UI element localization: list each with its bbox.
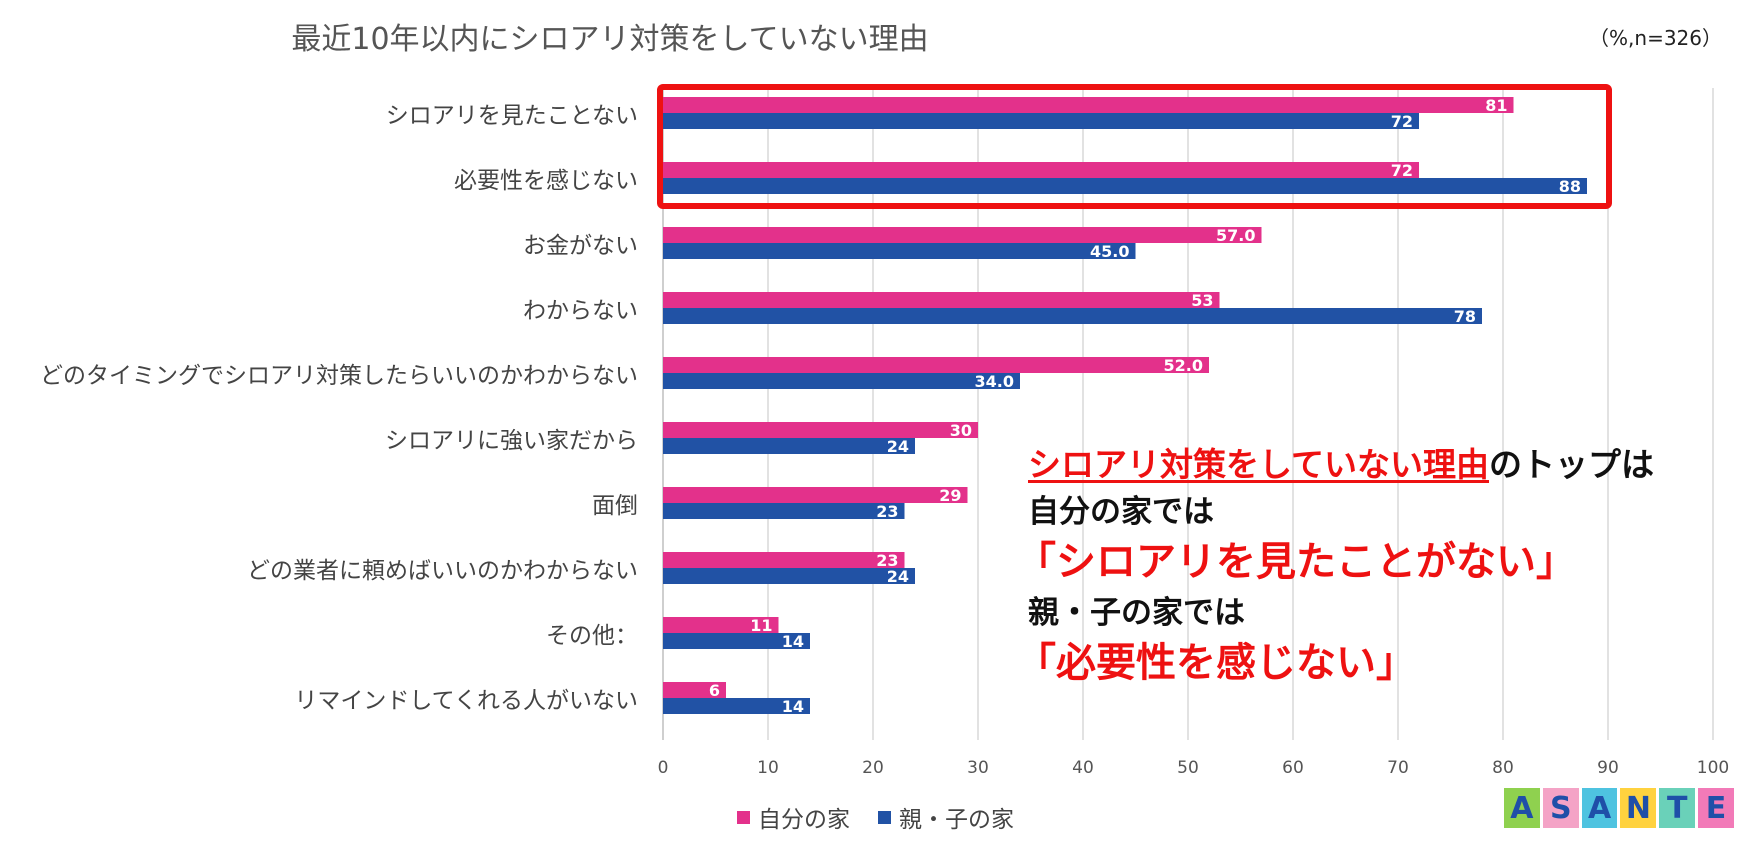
data-label: 57.0 — [1216, 226, 1255, 245]
data-label: 34.0 — [975, 372, 1014, 391]
data-label: 53 — [1191, 291, 1213, 310]
data-label: 52.0 — [1164, 356, 1203, 375]
bar-parent — [663, 503, 905, 519]
logo-tile: N — [1620, 788, 1657, 828]
callout-highlight: シロアリ対策をしていない理由 — [1028, 445, 1490, 484]
category-label: 必要性を感じない — [454, 168, 638, 194]
logo-tile: S — [1542, 788, 1579, 828]
bar-self — [663, 487, 968, 503]
x-tick-label: 40 — [1072, 758, 1094, 778]
x-tick-label: 0 — [658, 758, 669, 778]
callout-line5: 「必要性を感じない」 — [1016, 640, 1416, 686]
callout-line2: 自分の家では — [1028, 494, 1214, 530]
x-tick-label: 30 — [967, 758, 989, 778]
bar-parent — [663, 698, 810, 714]
callout-line4: 親・子の家では — [1028, 595, 1245, 631]
bar-self — [663, 227, 1262, 243]
data-label: 11 — [750, 616, 772, 635]
bar-self — [663, 552, 905, 568]
callout-line1: シロアリ対策をしていない理由のトップは — [1028, 448, 1654, 481]
x-tick-label: 60 — [1282, 758, 1304, 778]
bar-parent — [663, 243, 1136, 259]
category-label: 面倒 — [592, 493, 638, 519]
logo-tile: A — [1581, 788, 1618, 828]
legend-item-self: 自分の家 — [737, 800, 850, 834]
highlight-box — [657, 84, 1612, 209]
data-label: 23 — [876, 551, 898, 570]
legend-swatch-parent — [878, 810, 891, 824]
x-tick-label: 80 — [1492, 758, 1514, 778]
x-tick-label: 100 — [1697, 758, 1729, 778]
bar-self — [663, 682, 726, 698]
data-label: 29 — [939, 486, 961, 505]
category-label: どの業者に頼めばいいのかわからない — [247, 558, 638, 584]
data-label: 24 — [887, 437, 909, 456]
bar-self — [663, 617, 779, 633]
callout-line3: 「シロアリを見たことがない」 — [1016, 539, 1576, 585]
bar-self — [663, 422, 978, 438]
bar-self — [663, 357, 1209, 373]
category-label: シロアリに強い家だから — [385, 428, 638, 454]
logo-tile: E — [1698, 788, 1734, 828]
data-label: 30 — [950, 421, 972, 440]
data-label: 88 — [1559, 177, 1581, 196]
data-label: 23 — [876, 502, 898, 521]
category-label: その他： — [546, 623, 638, 649]
bar-parent — [663, 568, 915, 584]
callout-line1-rest: のトップは — [1489, 445, 1655, 484]
x-tick-label: 70 — [1387, 758, 1409, 778]
logo-tile: T — [1659, 788, 1696, 828]
bar-self — [663, 162, 1419, 178]
legend-label-self: 自分の家 — [758, 807, 850, 833]
data-label: 72 — [1391, 112, 1413, 131]
bar-self — [663, 292, 1220, 308]
data-label: 45.0 — [1090, 242, 1129, 261]
chart-title: 最近10年以内にシロアリ対策をしていない理由 — [291, 22, 929, 57]
bar-self — [663, 97, 1514, 113]
category-label: お金がない — [523, 233, 638, 259]
legend-item-parent: 親・子の家 — [878, 800, 1014, 834]
bar-parent — [663, 373, 1020, 389]
legend-label-parent: 親・子の家 — [899, 807, 1014, 833]
category-label: わからない — [523, 298, 638, 324]
legend: 自分の家 親・子の家 — [737, 800, 1014, 834]
category-label: シロアリを見たことない — [386, 103, 638, 129]
category-label: どのタイミングでシロアリ対策したらいいのかわからない — [40, 363, 638, 389]
data-label: 14 — [782, 697, 804, 716]
logo-tile: A — [1504, 788, 1540, 828]
data-label: 72 — [1391, 161, 1413, 180]
bar-parent — [663, 178, 1587, 194]
sample-note: （%,n=326） — [1589, 26, 1722, 50]
bar-parent — [663, 633, 810, 649]
legend-swatch-self — [737, 810, 750, 824]
data-label: 78 — [1454, 307, 1476, 326]
bar-parent — [663, 438, 915, 454]
data-label: 6 — [709, 681, 720, 700]
data-label: 24 — [887, 567, 909, 586]
x-tick-label: 90 — [1597, 758, 1619, 778]
data-label: 81 — [1485, 96, 1507, 115]
data-label: 14 — [782, 632, 804, 651]
category-label: リマインドしてくれる人がいない — [294, 688, 638, 714]
x-tick-label: 20 — [862, 758, 884, 778]
x-tick-label: 50 — [1177, 758, 1199, 778]
x-tick-label: 10 — [757, 758, 779, 778]
bar-parent — [663, 113, 1419, 129]
callout-annotation: シロアリ対策をしていない理由のトップは 自分の家では 「シロアリを見たことがない… — [1016, 448, 1654, 699]
bar-parent — [663, 308, 1482, 324]
